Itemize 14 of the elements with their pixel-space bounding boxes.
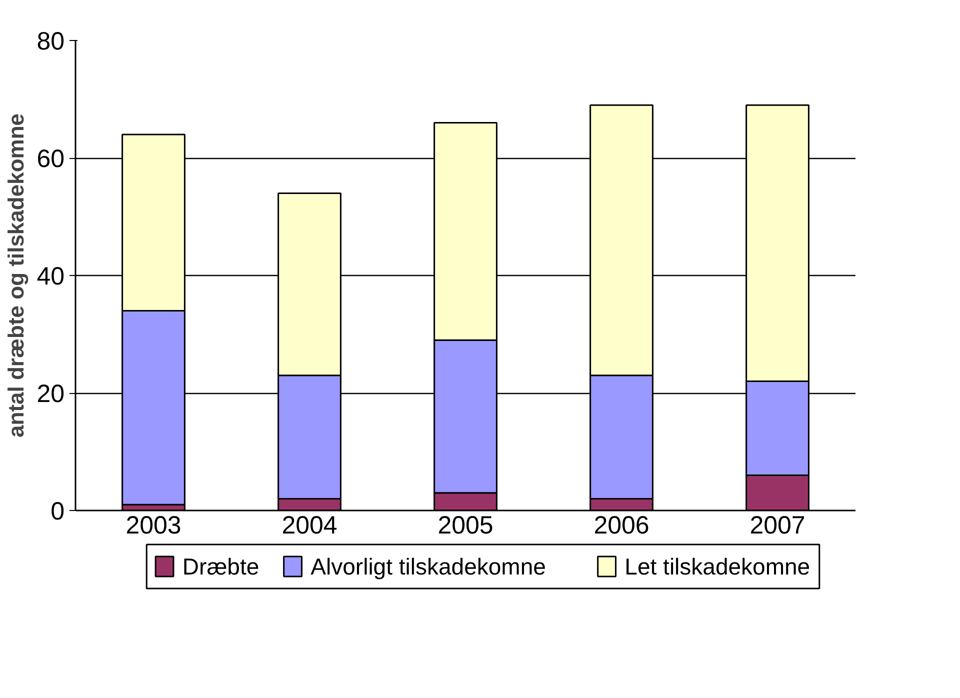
- x-tick-label: 2006: [594, 512, 650, 540]
- y-tick-label: 80: [36, 28, 65, 56]
- legend-label: Dræbte: [182, 554, 260, 580]
- y-axis-title: antal dræbte og tilskadekomne: [4, 114, 29, 438]
- y-tick-label: 60: [36, 145, 65, 173]
- legend-label: Let tilskadekomne: [624, 554, 810, 580]
- x-tick-label: 2004: [282, 512, 338, 540]
- y-tick-label: 0: [50, 498, 64, 526]
- legend-label: Alvorligt tilskadekomne: [310, 554, 546, 580]
- y-tick-label: 40: [36, 262, 65, 290]
- x-tick-label: 2005: [438, 512, 494, 540]
- x-tick-label: 2007: [750, 512, 806, 540]
- y-tick-label: 20: [36, 380, 65, 408]
- x-tick-label: 2003: [126, 512, 182, 540]
